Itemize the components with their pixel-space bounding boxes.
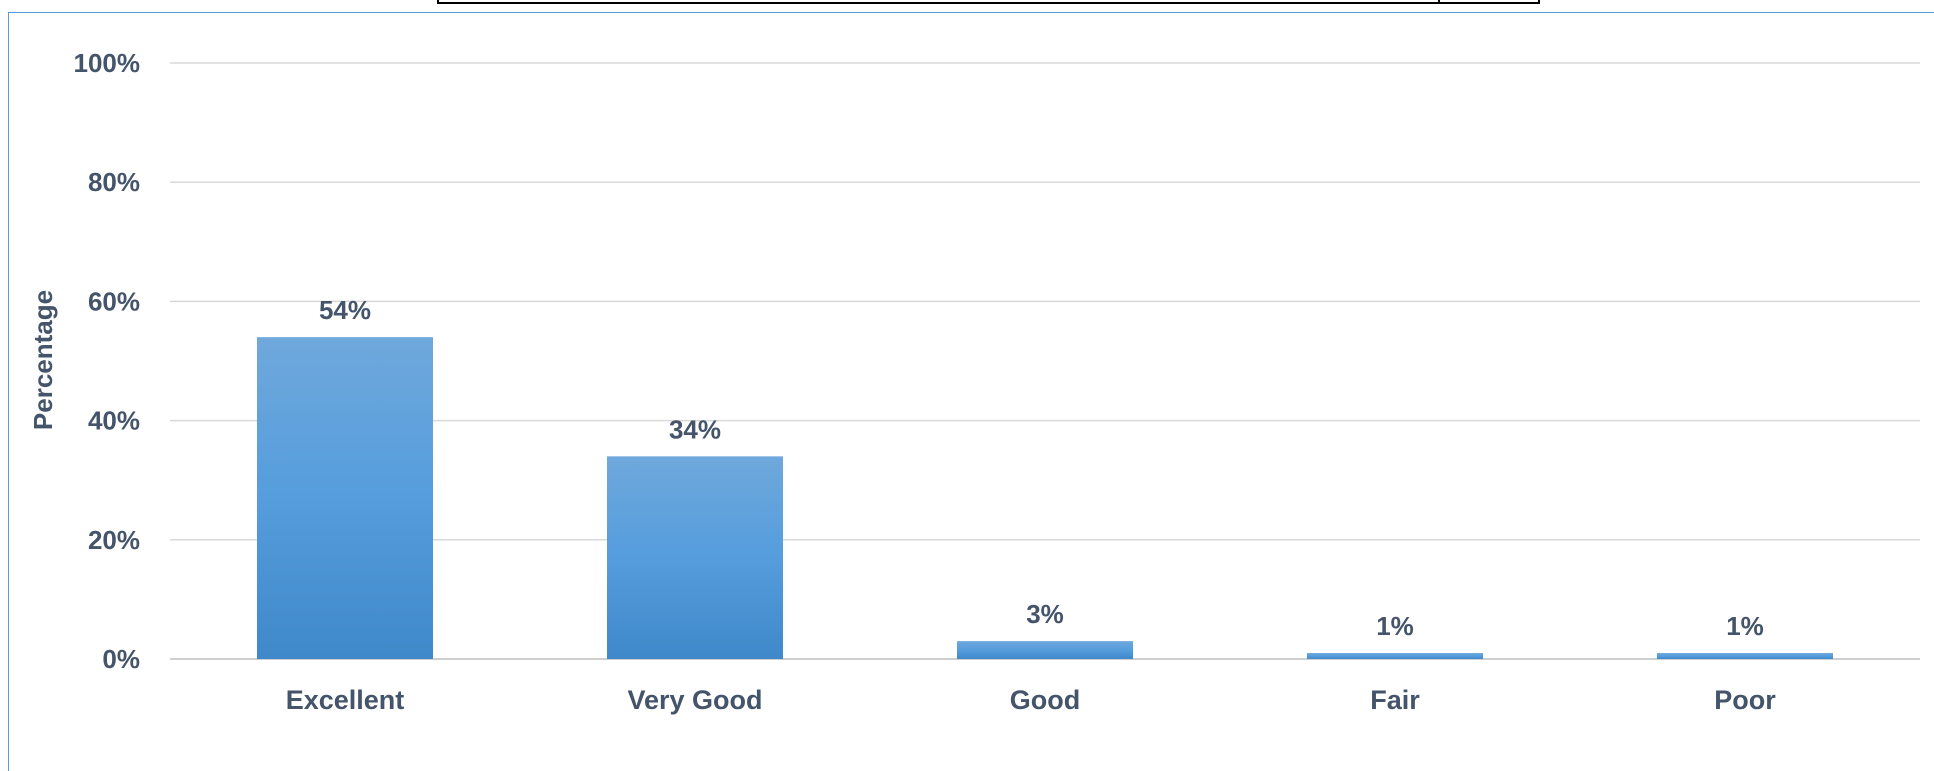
x-tick-label: Good bbox=[1010, 685, 1080, 715]
y-tick-label: 100% bbox=[74, 48, 141, 78]
data-label: 54% bbox=[319, 295, 371, 325]
y-tick-label: 0% bbox=[102, 644, 140, 674]
x-axis-ticks: Excellent Very Good Good Fair Poor bbox=[286, 685, 1777, 715]
top-cropped-table-strip bbox=[437, 0, 1540, 4]
bar-fair bbox=[1307, 653, 1483, 659]
bar-very-good bbox=[607, 456, 783, 659]
x-tick-label: Fair bbox=[1370, 685, 1420, 715]
y-axis-ticks: 0% 20% 40% 60% 80% 100% bbox=[74, 48, 141, 674]
data-label: 1% bbox=[1726, 611, 1764, 641]
bars bbox=[257, 337, 1833, 659]
data-label: 3% bbox=[1026, 599, 1064, 629]
y-tick-label: 60% bbox=[88, 286, 140, 316]
y-tick-label: 80% bbox=[88, 167, 140, 197]
data-label: 34% bbox=[669, 414, 721, 444]
x-tick-label: Excellent bbox=[286, 685, 405, 715]
bar-excellent bbox=[257, 337, 433, 659]
bar-poor bbox=[1657, 653, 1833, 659]
x-tick-label: Poor bbox=[1714, 685, 1776, 715]
y-axis-title: Percentage bbox=[28, 290, 58, 430]
y-tick-label: 20% bbox=[88, 525, 140, 555]
y-tick-label: 40% bbox=[88, 406, 140, 436]
top-strip-divider bbox=[1438, 0, 1440, 4]
chart-frame bbox=[8, 12, 1934, 771]
data-label: 1% bbox=[1376, 611, 1414, 641]
bar-good bbox=[957, 641, 1133, 659]
data-labels: 54% 34% 3% 1% 1% bbox=[319, 295, 1764, 641]
x-tick-label: Very Good bbox=[627, 685, 762, 715]
